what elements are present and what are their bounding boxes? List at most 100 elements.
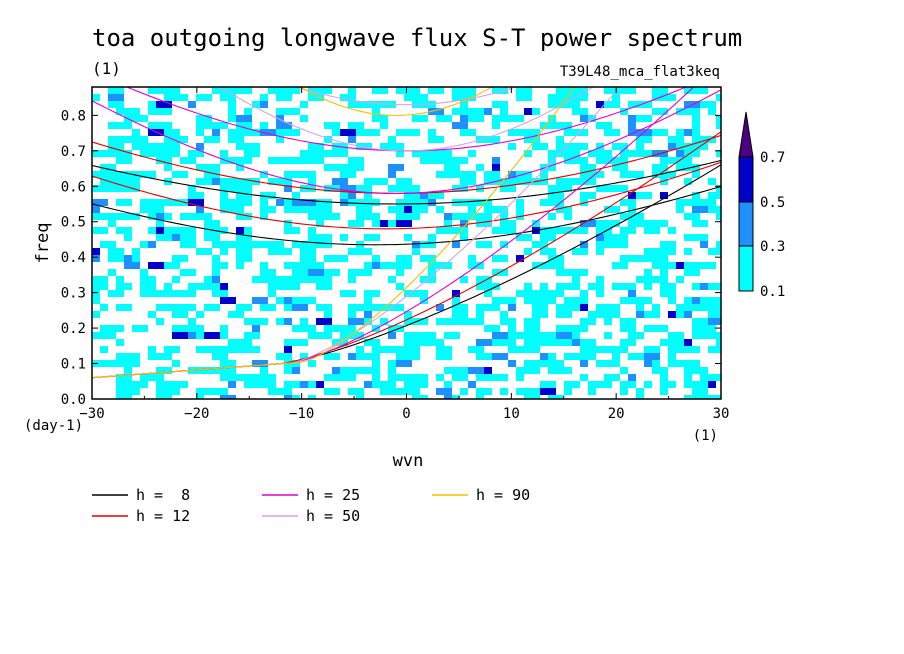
power-cell [380,318,388,325]
power-cell [716,297,721,304]
power-cell [220,325,228,332]
power-cell [460,388,468,395]
power-cell [204,304,220,311]
y-tick-label: 0.0 [61,392,86,408]
power-cell [668,94,676,101]
power-cell [556,178,572,185]
power-cell [500,311,508,318]
power-cell [356,395,364,399]
power-cell [636,115,644,122]
power-cell [316,241,332,248]
power-cell [236,213,252,220]
power-cell [396,283,404,290]
power-cell [572,325,588,332]
power-cell [412,115,428,122]
power-cell [108,87,124,94]
power-cell [180,290,188,297]
power-cell [100,185,116,192]
legend-label: h = 90 [476,486,530,504]
power-cell [532,367,540,374]
power-cell [684,150,700,157]
power-cell [692,325,700,332]
power-cell [580,164,596,171]
power-cell [140,171,148,178]
power-cell [108,143,124,150]
power-cell [444,220,452,227]
power-cell [388,360,396,367]
power-cell [484,283,500,290]
power-cell [388,262,396,269]
power-cell [436,87,444,94]
power-cell [356,206,372,213]
power-cell [492,157,500,164]
power-cell [716,94,721,101]
power-cell [348,325,356,332]
power-cell [220,87,236,94]
power-cell [92,227,108,234]
power-cell [572,283,580,290]
power-cell [700,388,708,395]
power-cell [156,220,164,227]
power-cell [372,353,380,360]
power-cell [220,185,236,192]
power-cell [396,150,404,157]
power-cell [484,108,492,115]
power-cell [156,395,172,399]
power-cell [396,304,404,311]
power-cell [692,297,700,304]
power-cell [372,108,380,115]
power-cell [348,192,356,199]
legend-label: h = 25 [306,486,360,504]
power-cell [556,122,572,129]
power-cell [364,381,372,388]
power-cell [100,171,116,178]
power-cell [524,136,540,143]
power-cell [476,283,484,290]
power-cell [220,157,228,164]
power-cell [116,276,124,283]
power-cell [132,108,140,115]
power-cell [716,185,721,192]
power-cell [548,395,564,399]
power-cell [212,262,228,269]
power-cell [164,157,172,164]
power-cell [284,157,292,164]
power-cell [500,227,516,234]
power-cell [244,108,252,115]
power-cell [564,283,572,290]
power-cell [148,311,156,318]
power-cell [612,157,628,164]
power-cell [684,164,692,171]
power-cell [500,178,516,185]
power-cell [284,353,292,360]
power-cell [204,283,220,290]
power-cell [500,108,508,115]
power-cell [612,94,620,101]
power-cell [396,143,404,150]
power-cell [508,346,524,353]
power-cell [260,276,268,283]
power-cell [252,332,260,339]
power-cell [220,374,236,381]
power-cell [428,192,444,199]
power-cell [228,381,236,388]
power-cell [412,150,420,157]
power-cell [164,388,180,395]
power-cell [204,227,212,234]
power-cell [652,304,660,311]
power-cell [660,171,676,178]
power-cell [380,143,396,150]
power-cell [364,311,372,318]
power-cell [140,381,148,388]
power-cell [140,241,148,248]
power-cell [484,325,500,332]
power-cell [284,108,292,115]
power-cell [100,360,108,367]
power-cell [140,269,148,276]
power-cell [540,199,548,206]
power-cell [540,164,556,171]
curve-h8-sym2 [92,159,721,205]
power-cell [508,143,516,150]
power-cell [196,213,212,220]
power-cell [500,339,516,346]
